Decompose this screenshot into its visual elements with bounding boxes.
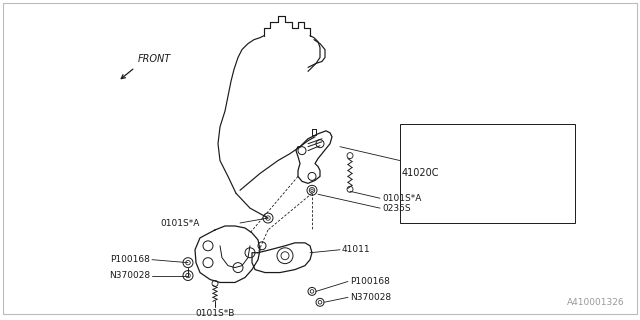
Text: 0101S*A: 0101S*A [382,194,421,203]
Text: P100168: P100168 [350,277,390,286]
Bar [400,124,575,223]
Text: A410001326: A410001326 [568,298,625,307]
Text: P100168: P100168 [110,255,150,264]
Text: 41011: 41011 [342,245,371,254]
Text: N370028: N370028 [350,293,391,302]
Text: N370028: N370028 [109,271,150,280]
Text: 0101S*A: 0101S*A [160,219,200,228]
Text: 0101S*B: 0101S*B [195,309,235,318]
Text: FRONT: FRONT [138,54,172,64]
Text: 41020C: 41020C [402,168,440,179]
Text: 0235S: 0235S [382,204,411,212]
